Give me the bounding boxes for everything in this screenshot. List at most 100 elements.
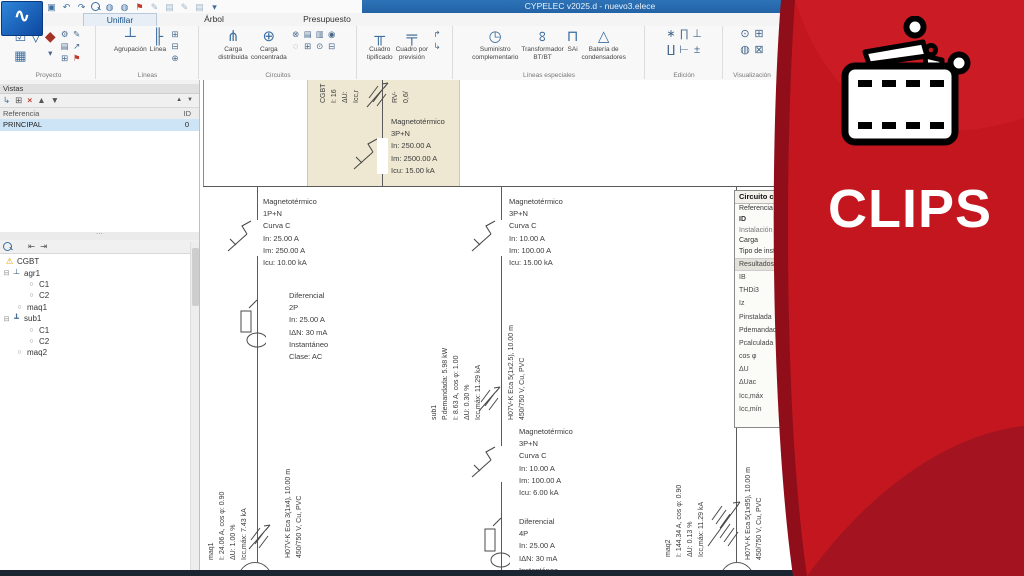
main-breaker-symbol[interactable] [350, 136, 386, 172]
tab-presupuesto[interactable]: Presupuesto [303, 14, 351, 24]
carga-concentrada-button[interactable]: ⊕ Carga concentrada [251, 28, 287, 61]
edit2-icon[interactable]: ✎ [180, 1, 189, 12]
search-icon[interactable] [91, 2, 100, 11]
panel-up-icon[interactable]: ▲ [176, 97, 183, 103]
move-down-icon[interactable]: ▼ [50, 95, 60, 105]
globe2-icon[interactable]: ◍ [120, 1, 129, 12]
circuit-icon-4[interactable]: ◉ [327, 29, 336, 39]
tree-scrollbar-thumb[interactable] [192, 248, 199, 306]
edit-icon-6[interactable]: ± [693, 44, 701, 56]
edit-icon-5[interactable]: ⊢ [679, 44, 689, 56]
chevron-down-icon[interactable]: ▾ [212, 1, 217, 12]
cube-dropdown-icon[interactable]: ▾ [48, 48, 53, 58]
middle-breaker-top-symbol[interactable] [468, 218, 504, 254]
expand-all-icon[interactable]: ⇥ [40, 241, 48, 251]
add-view-icon[interactable]: ↳ [3, 95, 11, 105]
linea-button[interactable]: ╟ Línea [150, 28, 166, 54]
middle-cores-symbol[interactable] [478, 384, 502, 412]
tree-item-c2b[interactable]: ○ C2 [0, 336, 190, 347]
left-load-symbol[interactable] [238, 562, 272, 570]
cuadro-prevision-button[interactable]: ╤ Cuadro por previsión [396, 28, 429, 61]
collapse-icon[interactable]: ⊟ [3, 315, 10, 323]
sheet-icon[interactable]: ▤ [165, 1, 174, 12]
copy-view-icon[interactable]: ⊞ [15, 95, 23, 105]
circuit-icon-8[interactable]: ⊟ [328, 41, 336, 51]
circuit-icon-7[interactable]: ⊙ [316, 41, 324, 51]
agrupacion-button[interactable]: ┴ Agrupación [114, 28, 147, 54]
middle-differential-symbol[interactable] [482, 516, 510, 570]
tree-item-agr1[interactable]: ⊟ ┴ agr1 [0, 267, 190, 278]
edit-icon-3[interactable]: ⊥ [692, 28, 702, 40]
sheet-small-icon[interactable]: ▤ [60, 41, 69, 51]
suministro-button[interactable]: ◷ Suministro complementario [472, 28, 518, 61]
delete-view-icon[interactable]: × [27, 95, 33, 105]
oplus-icon[interactable]: ⊕ [171, 53, 179, 63]
circuit-icon-5[interactable]: ◌ [293, 41, 299, 51]
feeder-cores-symbol[interactable] [366, 80, 390, 108]
middle-breaker-bottom-symbol[interactable] [468, 444, 504, 480]
vistas-row-principal[interactable]: PRINCIPAL 0 [0, 119, 199, 131]
panel-splitter[interactable]: ⋯ [0, 231, 199, 240]
add-box-icon[interactable]: ⊞ [171, 29, 179, 39]
app-logo[interactable]: ∿ [1, 1, 43, 36]
edit-icon-1[interactable]: ∗ [666, 28, 676, 40]
tab-arbol[interactable]: Árbol [204, 14, 224, 24]
tree-item-c1b[interactable]: ○ C1 [0, 324, 190, 335]
save-icon[interactable]: ▣ [47, 1, 56, 12]
remove-box-icon[interactable]: ⊟ [171, 41, 179, 51]
move-up-icon[interactable]: ▲ [37, 95, 46, 105]
undo-icon[interactable]: ↶ [62, 1, 71, 12]
bateria-button[interactable]: △ Batería de condensadores [581, 28, 625, 61]
sheet2-icon[interactable]: ▤ [195, 1, 204, 12]
edit-icon-4[interactable]: ∐ [666, 44, 676, 56]
edit-small-icon[interactable]: ✎ [73, 29, 81, 39]
globe-icon[interactable]: ◍ [105, 1, 114, 12]
wire-down-icon[interactable]: ↳ [433, 41, 441, 51]
left-differential-symbol[interactable] [238, 298, 266, 350]
circuit-icon-1[interactable]: ⊗ [292, 29, 300, 39]
transformador-button[interactable]: ∞ Transformador BT/BT [521, 28, 563, 61]
tree-search-icon[interactable] [3, 242, 12, 251]
right-cores-symbol[interactable] [706, 500, 742, 548]
tree-item-maq2[interactable]: ○ maq2 [0, 347, 190, 358]
edit-icon-2[interactable]: ∏ [679, 28, 689, 40]
left-cores-symbol[interactable] [248, 522, 272, 550]
collapse-all-icon[interactable]: ⇤ [28, 241, 36, 251]
tree-item-c2[interactable]: ○ C2 [0, 290, 190, 301]
tree-scrollbar[interactable] [190, 242, 200, 570]
left-breaker-symbol[interactable] [224, 218, 260, 254]
right-load-symbol[interactable] [720, 562, 754, 570]
view-icon-1[interactable]: ⊙ [740, 28, 750, 40]
cuadro-tipificado-button[interactable]: ╥ Cuadro tipificado [367, 28, 393, 61]
circuit-icon-6[interactable]: ⊞ [304, 41, 312, 51]
copy-small-icon[interactable]: ⊞ [61, 53, 69, 63]
calculator-icon[interactable]: ▦ [14, 48, 27, 63]
circuit-icon-3[interactable]: ▥ [315, 29, 324, 39]
arrow-small-icon[interactable]: ↗ [73, 41, 81, 51]
tab-unifilar[interactable]: Unifilar [83, 13, 157, 26]
view-icon-3[interactable]: ◍ [740, 44, 750, 56]
flag-small-icon[interactable]: ⚑ [72, 53, 81, 63]
circuit-icon-2[interactable]: ▤ [303, 29, 312, 39]
sai-button[interactable]: ⊓ SAi [567, 28, 579, 54]
tree-item-sub1[interactable]: ⊟ ┻ sub1 [0, 313, 190, 324]
gear-icon[interactable]: ⚙ [60, 29, 69, 39]
general-data-icon[interactable]: ☑ [14, 29, 27, 44]
cube-3d-icon[interactable]: ◆ [44, 28, 56, 44]
circuit-icon: ○ [29, 337, 34, 345]
tree-item-c1[interactable]: ○ C1 [0, 279, 190, 290]
flag-icon[interactable]: ⚑ [135, 1, 144, 12]
carga-distribuida-button[interactable]: ⋔ Carga distribuida [218, 28, 248, 61]
edit-icon[interactable]: ✎ [150, 1, 159, 12]
circuit-icon: ○ [29, 280, 34, 288]
view-icon-2[interactable]: ⊞ [754, 28, 764, 40]
tree-item-cgbt[interactable]: ⚠ CGBT [0, 256, 190, 267]
tree-item-maq1[interactable]: ○ maq1 [0, 302, 190, 313]
collapse-icon[interactable]: ⊟ [3, 270, 10, 278]
view-icon-4[interactable]: ⊠ [754, 44, 764, 56]
subpanel-icon: ┻ [14, 314, 19, 324]
redo-icon[interactable]: ↷ [77, 1, 86, 12]
middle-cable-text: H07V-K Eca 5(1x2.5), 10.00 m 450/750 V, … [508, 325, 526, 420]
wire-up-icon[interactable]: ↱ [433, 29, 441, 39]
panel-down-icon[interactable]: ▼ [187, 97, 193, 103]
